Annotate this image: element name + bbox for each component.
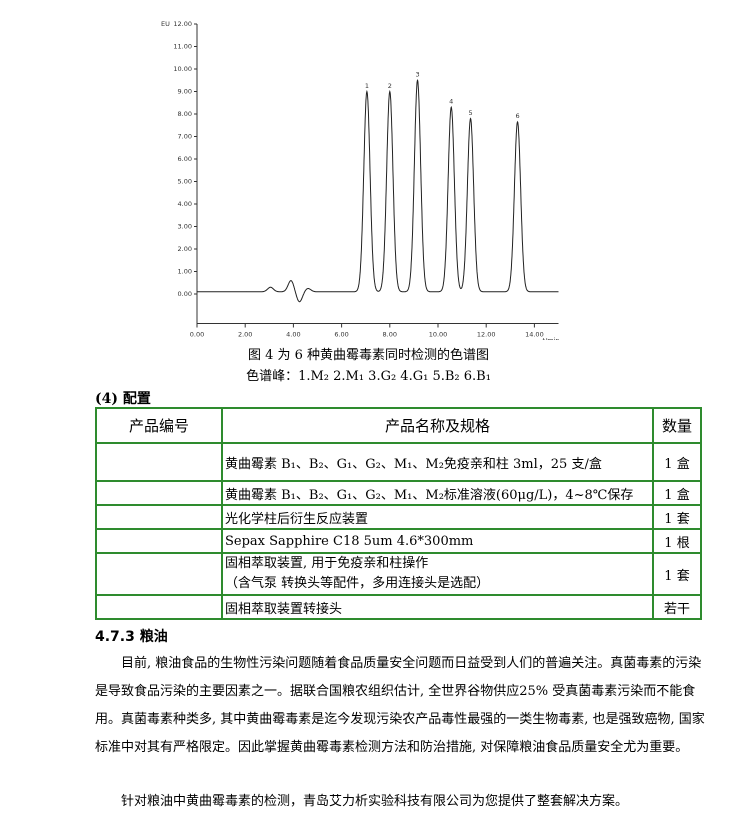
table-row: 固相萃取装置转接头 若干 [95, 594, 702, 620]
header-qty: 数量 [652, 407, 702, 444]
y-tick-label: 7.00 [178, 133, 192, 141]
peak-label: 6 [515, 112, 519, 120]
peak-label: 3 [415, 71, 419, 79]
peak-label: 5 [468, 109, 472, 117]
x-tick-label: 12.00 [477, 331, 496, 339]
cell-name: Sepax Sapphire C18 5um 4.6*300mm [221, 528, 654, 554]
y-tick-label: 5.00 [178, 178, 192, 186]
peak-label: 1 [365, 82, 369, 90]
y-tick-label: 1.00 [178, 268, 192, 276]
x-tick-label: 10.00 [429, 331, 448, 339]
y-axis-label: EU [161, 20, 170, 28]
x-tick-label: 2.00 [238, 331, 252, 339]
cell-code [95, 480, 223, 506]
table-row: 黄曲霉素 B₁、B₂、G₁、G₂、M₁、M₂免疫亲和柱 3ml，25 支/盒 1 … [95, 442, 702, 482]
cell-code [95, 528, 223, 554]
section-title: 4.7.3 粮油 [95, 629, 168, 645]
cell-name: 固相萃取装置, 用于免疫亲和柱操作 （含气泵 转换头等配件，多用连接头是选配） [221, 552, 654, 596]
table-row: Sepax Sapphire C18 5um 4.6*300mm 1 根 [95, 528, 702, 554]
y-tick-label: 4.00 [178, 200, 192, 208]
config-heading: (4) 配置 [95, 391, 151, 407]
peak-label: 2 [388, 82, 392, 90]
y-tick-label: 9.00 [178, 88, 192, 96]
cell-name: 黄曲霉素 B₁、B₂、G₁、G₂、M₁、M₂标准溶液(60μg/L)，4~8℃保… [221, 480, 654, 506]
table-row: 光化学柱后衍生反应装置 1 套 [95, 504, 702, 530]
paragraph-1: 目前, 粮油食品的生物性污染问题随着食品质量安全问题而日益受到人们的普遍关注。真… [95, 656, 705, 755]
paragraph-2: 针对粮油中黄曲霉毒素的检测，青岛艾力析实验科技有限公司为您提供了整套解决方案。 [121, 794, 629, 809]
x-tick-label: 6.00 [334, 331, 348, 339]
table-row: 固相萃取装置, 用于免疫亲和柱操作 （含气泵 转换头等配件，多用连接头是选配） 1 … [95, 552, 702, 596]
y-tick-label: 6.00 [178, 155, 192, 163]
cell-code [95, 594, 223, 620]
cell-qty: 1 根 [652, 528, 702, 554]
header-name: 产品名称及规格 [221, 407, 654, 444]
peak-legend: 色谱峰：1.M₂ 2.M₁ 3.G₂ 4.G₁ 5.B₂ 6.B₁ [246, 369, 491, 384]
cell-code [95, 442, 223, 482]
cell-name: 光化学柱后衍生反应装置 [221, 504, 654, 530]
y-tick-label: 0.00 [178, 290, 192, 298]
header-code: 产品编号 [95, 407, 223, 444]
cell-qty: 1 套 [652, 504, 702, 530]
cell-qty: 1 盒 [652, 442, 702, 482]
y-tick-label: 12.00 [173, 20, 192, 28]
x-tick-label: 14.00 [525, 331, 544, 339]
cell-qty: 若干 [652, 594, 702, 620]
chromatogram-trace [197, 78, 559, 303]
cell-code [95, 552, 223, 596]
x-tick-label: 0.00 [190, 331, 204, 339]
cell-qty: 1 盒 [652, 480, 702, 506]
cell-name-line1: 固相萃取装置, 用于免疫亲和柱操作 [225, 556, 429, 571]
table-row: 黄曲霉素 B₁、B₂、G₁、G₂、M₁、M₂标准溶液(60μg/L)，4~8℃保… [95, 480, 702, 506]
x-tick-label: 4.00 [286, 331, 300, 339]
y-tick-label: 8.00 [178, 110, 192, 118]
config-table: 产品编号 产品名称及规格 数量 黄曲霉素 B₁、B₂、G₁、G₂、M₁、M₂免疫… [95, 407, 702, 620]
cell-code [95, 504, 223, 530]
y-tick-label: 3.00 [178, 223, 192, 231]
x-tick-label: 8.00 [383, 331, 397, 339]
cell-name: 黄曲霉素 B₁、B₂、G₁、G₂、M₁、M₂免疫亲和柱 3ml，25 支/盒 [221, 442, 654, 482]
table-header: 产品编号 产品名称及规格 数量 [95, 407, 702, 444]
peak-label: 4 [449, 98, 453, 106]
x-axis-label: t/min [543, 337, 560, 341]
cell-name-line2: （含气泵 转换头等配件，多用连接头是选配） [225, 576, 490, 591]
y-tick-label: 11.00 [173, 43, 192, 51]
cell-qty: 1 套 [652, 552, 702, 596]
cell-name: 固相萃取装置转接头 [221, 594, 654, 620]
y-tick-label: 2.00 [178, 245, 192, 253]
figure-caption: 图 4 为 6 种黄曲霉毒素同时检测的色谱图 [247, 348, 490, 363]
chromatogram: 0.00 1.00 2.00 3.00 4.00 5.00 6.00 7.00 8.00 9.00… [161, 20, 560, 341]
y-tick-label: 10.00 [173, 65, 192, 73]
